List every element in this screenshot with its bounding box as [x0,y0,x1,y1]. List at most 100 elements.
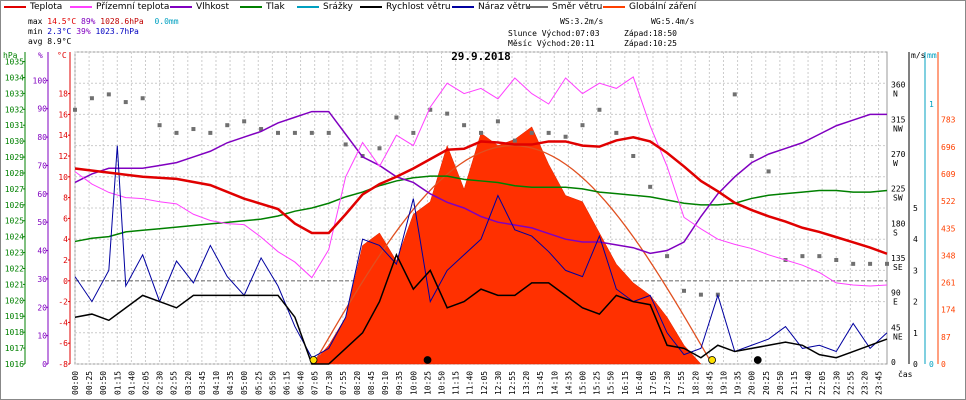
temperature-tick: 2 [63,256,68,265]
x-tick-label: 13:20 [522,371,531,395]
radiation-tick: 348 [941,251,956,260]
pressure-tick: 1029 [5,153,24,162]
stats-max-hum: 89% [81,17,96,26]
wind-dir-point [377,146,382,151]
series-teplota [74,136,888,255]
humidity-tick: 50 [37,218,47,227]
pressure-tick: 1030 [5,137,24,146]
wind-dir-tick: 225 [891,185,906,194]
humidity-tick: 0 [42,360,47,369]
x-tick-label: 11:15 [452,371,461,395]
legend-swatch [70,5,92,8]
legend-swatch [297,5,319,8]
x-tick-label: 19:10 [719,371,728,395]
x-tick-label: 15:00 [579,371,588,395]
pressure-tick: 1033 [5,89,24,98]
wind-dir-point [309,130,314,135]
stats-min-row: min 2.3°C 39% 1023.7hPa [28,27,139,37]
x-tick-label: 06:40 [297,371,306,395]
x-tick-label: 22:55 [846,371,855,395]
stats-min-temp: 2.3°C [47,27,72,36]
wind-speed-tick: 2 [913,298,918,307]
x-tick-label: 01:40 [127,371,136,395]
pressure-tick: 1034 [5,73,24,82]
wind-speed-tick: 4 [913,235,918,244]
wind-dir-compass: NW [893,124,903,133]
wind-dir-point [106,92,111,97]
wind-dir-point [326,130,331,135]
x-tick-label: 16:15 [621,371,630,395]
temperature-axis-label: °C [57,51,67,60]
x-tick-label: 08:45 [367,371,376,395]
x-tick-label: 04:10 [212,371,221,395]
wind-dir-compass: W [893,159,898,168]
x-tick-label: 05:00 [240,371,249,395]
wind-dir-tick: 180 [891,219,906,228]
wind-dir-point [749,154,754,158]
x-tick-label: 18:45 [705,371,714,395]
legend-swatch [452,5,474,8]
wind-dir-tick: 135 [891,254,906,263]
pressure-tick: 1024 [5,233,24,242]
humidity-tick: 70 [37,161,47,170]
legend-swatch [526,5,548,8]
stats-avg-label: avg [28,37,43,46]
pressure-tick: 1027 [5,185,24,194]
temperature-tick: 8 [63,194,68,203]
legend-label: Vlhkost [196,2,229,12]
info-wg: WG:5.4m/s [651,17,695,26]
info-sun-set: Západ:18:50 [624,29,677,38]
legend-swatch [170,5,192,8]
wind-speed-tick: 5 [913,204,918,213]
x-tick-label: 03:45 [198,371,207,395]
wind-speed-tick: 0 [913,360,918,369]
wind-dir-point [580,123,585,128]
sunset-marker [708,356,716,364]
temperature-tick: 0 [63,277,68,286]
x-tick-label: 20:00 [748,371,757,395]
x-tick-label: 00:00 [71,371,80,395]
x-tick-label: 09:35 [395,371,404,395]
legend-swatch [603,5,625,8]
wind-dir-point [394,115,399,120]
wind-dir-point [698,292,703,297]
temperature-tick: 14 [58,131,68,140]
legend-label: Směr větru [552,2,603,12]
wind-dir-point [631,154,636,158]
legend-item: Směr větru [526,2,602,12]
legend: Teplota Přízemní teplota Vlhkost Tlak Srážky… [0,0,964,14]
x-tick-label: 10:25 [423,371,432,395]
legend-label: Rychlost větru [386,2,451,12]
legend-item: Rychlost větru [360,2,451,12]
wind-dir-tick: 90 [891,289,901,298]
x-tick-label: 10:50 [438,371,447,395]
x-tick-label: 14:10 [550,371,559,395]
x-tick-label: 02:30 [156,371,165,395]
info-moon-set: Západ:10:25 [624,39,677,48]
x-tick-label: 22:05 [818,371,827,395]
wind-dir-compass: E [893,298,898,307]
x-tick-label: 23:20 [860,371,869,395]
x-tick-label: 12:55 [508,371,517,395]
wind-speed-tick: 3 [913,266,918,275]
wind-dir-tick: 315 [891,115,906,124]
x-tick-label: 15:50 [607,371,616,395]
wind-dir-point [682,288,686,293]
legend-swatch [240,5,262,8]
x-tick-label: 07:55 [339,371,348,395]
radiation-tick: 522 [941,197,956,206]
info-ws: WS:3.2m/s [560,17,604,26]
sunrise-marker [309,356,318,364]
x-tick-label: 01:15 [113,371,122,395]
wind-dir-point [191,127,196,132]
temperature-tick: 18 [58,90,68,99]
wind-dir-compass: SE [893,263,903,272]
wind-dir-point [800,254,805,259]
x-tick-label: 04:35 [226,371,235,395]
x-axis-label: čas [898,369,913,379]
stats-min-label: min [28,27,43,36]
radiation-tick: 0 [941,360,946,369]
pressure-tick: 1035 [5,58,24,67]
wind-dir-tick: 0 [891,358,896,367]
